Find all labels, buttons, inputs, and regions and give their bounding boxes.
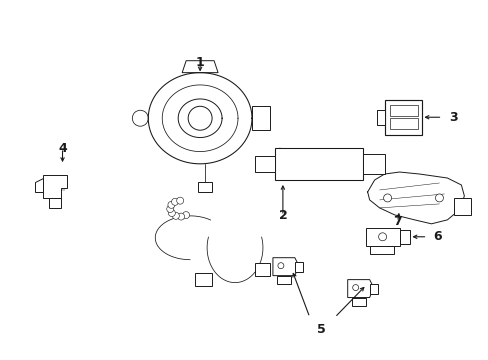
Circle shape (352, 285, 358, 291)
Circle shape (176, 197, 183, 204)
Text: 2: 2 (278, 210, 286, 222)
Polygon shape (399, 230, 408, 244)
Circle shape (188, 106, 212, 130)
Polygon shape (42, 175, 66, 198)
Bar (389, 118, 417, 129)
Polygon shape (362, 154, 384, 174)
Circle shape (177, 213, 184, 220)
Polygon shape (453, 198, 470, 215)
Polygon shape (198, 182, 212, 192)
Circle shape (168, 210, 175, 216)
Text: 3: 3 (448, 111, 457, 124)
Circle shape (132, 110, 148, 126)
Bar (384, 100, 422, 135)
Polygon shape (35, 178, 42, 192)
Text: 1: 1 (195, 56, 204, 69)
Circle shape (171, 198, 178, 205)
Polygon shape (254, 156, 274, 172)
Polygon shape (254, 263, 269, 276)
Circle shape (435, 194, 443, 202)
Circle shape (167, 201, 175, 208)
Polygon shape (182, 61, 218, 73)
Polygon shape (195, 273, 212, 285)
Circle shape (172, 212, 179, 219)
Circle shape (277, 263, 284, 269)
Text: 4: 4 (58, 141, 67, 155)
Polygon shape (48, 198, 61, 208)
Polygon shape (272, 258, 298, 276)
Circle shape (378, 233, 386, 241)
Polygon shape (369, 246, 393, 254)
Polygon shape (369, 284, 377, 293)
Text: 7: 7 (392, 215, 401, 228)
Polygon shape (347, 280, 373, 298)
Polygon shape (276, 276, 290, 284)
Polygon shape (294, 262, 302, 272)
Text: 6: 6 (432, 230, 441, 243)
Polygon shape (251, 106, 269, 130)
Circle shape (383, 194, 391, 202)
Bar (274, 148, 362, 180)
Circle shape (166, 206, 173, 212)
Text: 5: 5 (317, 323, 325, 336)
Polygon shape (351, 298, 365, 306)
Polygon shape (365, 228, 399, 246)
Bar (389, 105, 417, 116)
Circle shape (182, 212, 189, 219)
Polygon shape (376, 110, 384, 125)
